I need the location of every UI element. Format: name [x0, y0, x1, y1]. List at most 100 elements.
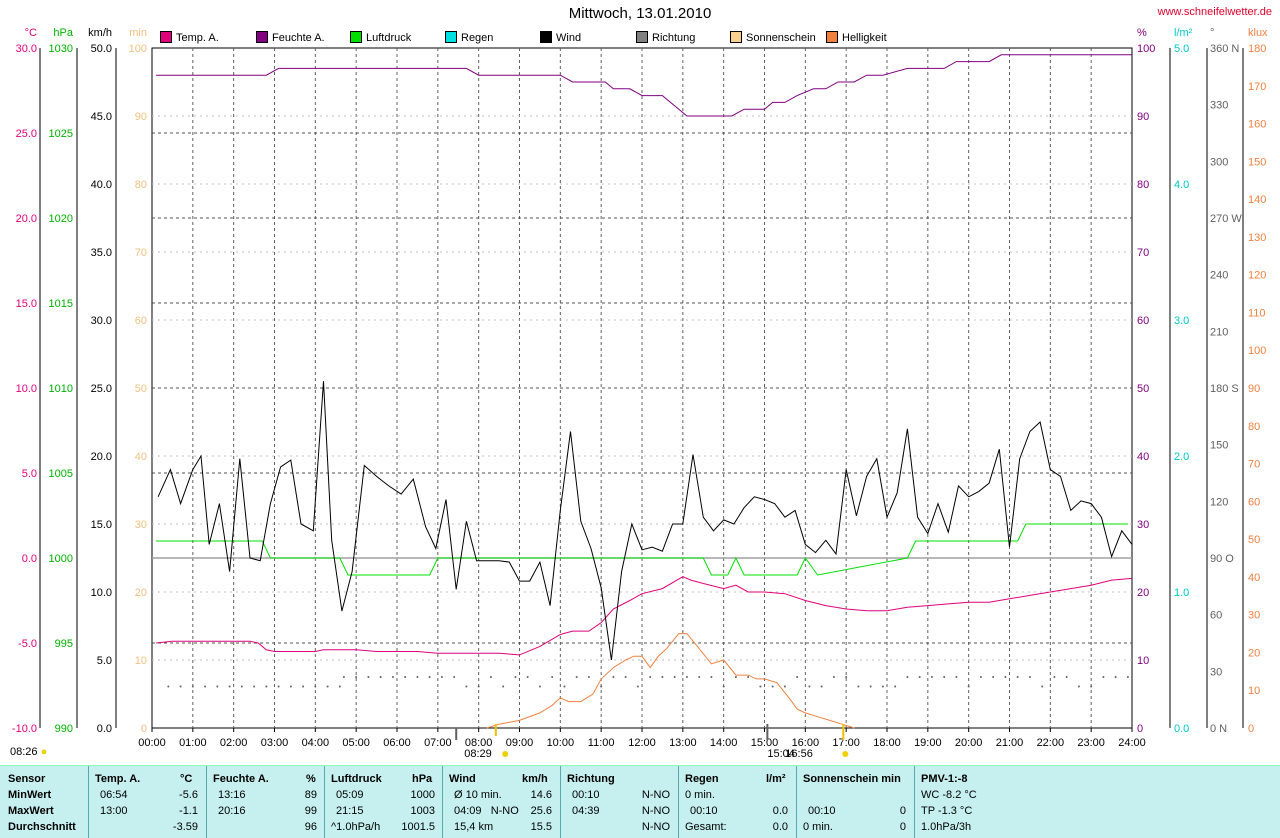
time-marker-label: 16:56 — [785, 748, 813, 760]
pressure-axis-unit: hPa — [53, 27, 73, 39]
light-tick-label: 50 — [1248, 534, 1260, 546]
col-unit-rain: l/m² — [766, 773, 786, 785]
direction-dot — [167, 685, 170, 688]
light-tick-label: 110 — [1248, 307, 1266, 319]
x-tick-label: 20:00 — [955, 737, 983, 749]
humidity-min-time: 13:16 — [218, 789, 246, 801]
light-tick-label: 60 — [1248, 496, 1260, 508]
wind-tick-label: 25.0 — [91, 383, 112, 395]
direction-dot — [906, 676, 909, 678]
direction-dot — [1028, 676, 1031, 678]
pressure-tick-label: 1020 — [49, 213, 73, 225]
rain-tick-label: 2.0 — [1174, 451, 1189, 463]
humidity-axis-unit: % — [1137, 27, 1147, 39]
legend-item: Regen — [445, 31, 493, 45]
wind-avg-value: 15.5 — [530, 821, 552, 833]
direction-tick-label: 150 — [1210, 440, 1228, 452]
direction-dot — [820, 685, 823, 688]
humidity-tick-label: 40 — [1137, 451, 1149, 463]
pressure-trend: ^1.0hPa/h — [331, 821, 381, 833]
direction-dot — [649, 676, 652, 678]
direction-dot — [624, 676, 627, 678]
x-tick-label: 07:00 — [424, 737, 452, 749]
sun-tick-label: 10 — [135, 655, 147, 667]
x-tick-label: 10:00 — [547, 737, 575, 749]
direction-tick-label: 270 W — [1210, 213, 1242, 225]
legend-label: Temp. A. — [176, 32, 219, 44]
direction-dot — [289, 685, 292, 688]
x-tick-label: 19:00 — [914, 737, 942, 749]
direction-tick-label: 240 — [1210, 270, 1228, 282]
light-tick-label: 120 — [1248, 270, 1266, 282]
legend-swatch — [636, 31, 648, 43]
direction-dot — [404, 676, 407, 678]
temp-tick-label: -5.0 — [18, 638, 37, 650]
legend-swatch — [826, 31, 838, 43]
direction-dot — [204, 685, 207, 688]
column-divider — [88, 766, 89, 838]
direction-dot — [967, 685, 970, 688]
legend-item: Richtung — [636, 31, 695, 45]
humidity-tick-label: 70 — [1137, 247, 1149, 259]
direction-tick-label: 90 O — [1210, 553, 1234, 565]
temp-tick-label: 30.0 — [16, 43, 37, 55]
legend-item: Sonnenschein — [730, 31, 816, 45]
legend-label: Regen — [461, 32, 494, 44]
col-unit-wind: km/h — [522, 773, 548, 785]
sun-tick-label: 60 — [135, 315, 147, 327]
temp-avg-value: -3.59 — [172, 821, 198, 833]
pressure-tick-label: 1015 — [49, 298, 73, 310]
temp-tick-label: 25.0 — [16, 128, 37, 140]
direction-dot — [1077, 685, 1080, 688]
direction-row2-value: N-NO — [641, 805, 670, 817]
direction-row1-time: 00:10 — [572, 789, 600, 801]
wind-tick-label: 10.0 — [91, 587, 112, 599]
humidity-tick-label: 90 — [1137, 111, 1149, 123]
direction-dot — [747, 676, 750, 678]
pressure-tick-label: 1030 — [49, 43, 73, 55]
legend-item: Helligkeit — [826, 31, 887, 45]
direction-tick-label: 0 N — [1210, 723, 1227, 735]
sun-tick-label: 0 — [141, 723, 147, 735]
direction-dot — [355, 676, 358, 678]
wind-row1-label: Ø 10 min. — [454, 789, 502, 801]
direction-tick-label: 360 N — [1210, 43, 1239, 55]
column-divider — [442, 766, 443, 838]
site-url: www.schneifelwetter.de — [1157, 6, 1272, 18]
direction-dot — [587, 676, 590, 678]
column-divider — [324, 766, 325, 838]
direction-dot — [734, 676, 737, 678]
humidity-tick-label: 30 — [1137, 519, 1149, 531]
direction-dot — [526, 676, 529, 678]
direction-dot — [1114, 676, 1117, 678]
direction-dot — [894, 685, 897, 688]
humidity-tick-label: 80 — [1137, 179, 1149, 191]
light-tick-label: 140 — [1248, 194, 1266, 206]
pressure-tick-label: 995 — [55, 638, 73, 650]
humidity-max-time: 20:16 — [218, 805, 246, 817]
light-tick-label: 0 — [1248, 723, 1254, 735]
direction-tick-label: 330 — [1210, 100, 1228, 112]
direction-dot — [685, 676, 688, 678]
rain-max-time: 00:10 — [690, 805, 718, 817]
x-tick-label: 17:00 — [832, 737, 860, 749]
legend-label: Wind — [556, 32, 582, 44]
column-divider — [914, 766, 915, 838]
column-divider — [560, 766, 561, 838]
temp-axis-unit: °C — [25, 27, 37, 39]
direction-dot — [575, 676, 578, 678]
rain-tick-label: 1.0 — [1174, 587, 1189, 599]
pressure-min-time: 05:09 — [336, 789, 364, 801]
direction-dot — [808, 685, 811, 688]
pressure-tick-label: 1000 — [49, 553, 73, 565]
light-tick-label: 10 — [1248, 685, 1260, 697]
pmv-dewpoint: TP -1.3 °C — [921, 805, 973, 817]
direction-dot — [796, 676, 799, 678]
direction-dot — [477, 685, 480, 688]
direction-row2-time: 04:39 — [572, 805, 600, 817]
direction-dot — [845, 676, 848, 678]
pressure-tick-label: 1005 — [49, 468, 73, 480]
sun-tick-label: 90 — [135, 111, 147, 123]
direction-dot — [992, 676, 995, 678]
chart-title: Mittwoch, 13.01.2010 — [568, 5, 712, 22]
